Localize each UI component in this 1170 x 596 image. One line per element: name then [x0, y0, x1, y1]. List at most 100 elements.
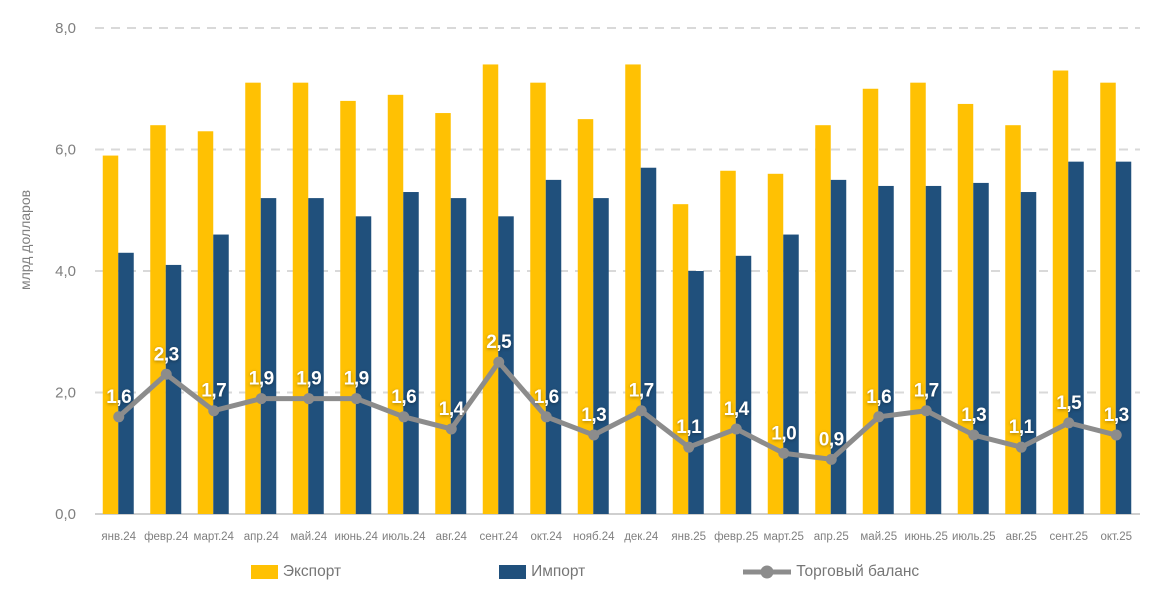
import-bar[interactable]	[735, 255, 752, 514]
export-bar[interactable]	[197, 131, 214, 514]
legend-item-export[interactable]: Экспорт	[250, 563, 341, 581]
x-tick-label: сент.25	[1050, 531, 1088, 543]
import-bar[interactable]	[118, 252, 134, 514]
x-tick-label: апр.25	[814, 531, 849, 543]
export-bar[interactable]	[482, 64, 499, 514]
export-bar[interactable]	[910, 82, 926, 515]
export-bar[interactable]	[340, 100, 356, 515]
export-bar[interactable]	[862, 88, 879, 514]
import-bar[interactable]	[165, 264, 182, 514]
y-tick-label: 6,0	[55, 142, 76, 159]
export-bar[interactable]	[767, 173, 784, 515]
balance-data-label: 1,4	[724, 399, 750, 420]
import-bar[interactable]	[355, 216, 372, 514]
export-bar[interactable]	[577, 119, 594, 514]
import-bar[interactable]	[593, 198, 609, 514]
import-bar[interactable]	[783, 234, 799, 515]
balance-point[interactable]	[778, 447, 790, 459]
chart-legend: Экспорт Импорт Торговый баланс	[0, 552, 1170, 592]
balance-point[interactable]	[588, 429, 600, 441]
balance-point[interactable]	[493, 356, 505, 368]
export-bar[interactable]	[815, 125, 831, 514]
import-bar[interactable]	[545, 179, 562, 514]
import-bar[interactable]	[1068, 161, 1084, 514]
x-tick-label: июнь.25	[905, 531, 948, 543]
import-bar[interactable]	[403, 192, 419, 514]
export-bar[interactable]	[387, 94, 404, 514]
import-bar[interactable]	[450, 198, 467, 514]
balance-data-label: 1,6	[866, 387, 891, 408]
import-bar[interactable]	[830, 179, 847, 514]
y-axis-title: млрд долларов	[17, 190, 33, 290]
x-tick-label: нояб.24	[573, 531, 615, 543]
balance-point[interactable]	[303, 393, 315, 405]
import-bar[interactable]	[878, 185, 894, 514]
balance-point[interactable]	[683, 441, 695, 453]
balance-point[interactable]	[255, 393, 267, 405]
balance-point[interactable]	[445, 423, 457, 435]
import-bar[interactable]	[1020, 192, 1037, 514]
export-bar[interactable]	[150, 125, 166, 514]
balance-point[interactable]	[350, 393, 362, 405]
export-bar[interactable]	[625, 64, 641, 514]
export-bar[interactable]	[245, 82, 261, 515]
import-bar[interactable]	[498, 216, 514, 514]
balance-data-label: 1,6	[391, 387, 416, 408]
balance-point[interactable]	[208, 405, 220, 417]
balance-point[interactable]	[635, 405, 647, 417]
balance-data-label: 1,6	[534, 387, 559, 408]
x-tick-label: окт.25	[1100, 531, 1132, 543]
balance-point[interactable]	[160, 368, 172, 380]
x-tick-label: май.24	[290, 531, 327, 543]
chart-canvas: млрд долларов 1,6 2,3 1,7 1,9 1,9 1,9 1,6 1,4 2,…	[17, 20, 1140, 543]
import-bar[interactable]	[688, 271, 704, 514]
export-bar[interactable]	[1005, 125, 1021, 514]
import-bar[interactable]	[973, 182, 989, 514]
balance-point[interactable]	[113, 411, 125, 423]
y-tick-label: 4,0	[55, 263, 76, 280]
import-bar[interactable]	[308, 198, 324, 514]
balance-point[interactable]	[540, 411, 552, 423]
balance-data-label: 1,9	[344, 369, 369, 390]
balance-data-label: 2,5	[486, 332, 512, 353]
import-bar[interactable]	[213, 234, 229, 515]
balance-line	[116, 359, 1119, 462]
legend-item-import[interactable]: Импорт	[499, 563, 585, 581]
balance-point[interactable]	[968, 429, 980, 441]
import-bar[interactable]	[925, 185, 942, 514]
balance-data-label: 0,9	[819, 429, 844, 450]
export-bar[interactable]	[672, 204, 689, 515]
import-bar[interactable]	[1115, 161, 1132, 514]
balance-data-label: 1,3	[581, 405, 606, 426]
bar-series	[102, 64, 1132, 515]
balance-data-label: 1,7	[201, 381, 226, 402]
export-bar[interactable]	[1100, 82, 1116, 515]
balance-point[interactable]	[920, 405, 932, 417]
export-bar[interactable]	[102, 155, 119, 514]
legend-item-balance[interactable]: Торговый баланс	[743, 563, 919, 581]
y-tick-label: 8,0	[55, 20, 76, 37]
balance-data-label: 1,9	[296, 369, 321, 390]
balance-point[interactable]	[730, 423, 742, 435]
balance-point[interactable]	[873, 411, 885, 423]
x-tick-label: март.25	[764, 531, 804, 543]
export-bar[interactable]	[292, 82, 309, 515]
balance-point[interactable]	[1110, 429, 1122, 441]
export-bar[interactable]	[957, 103, 974, 514]
line-series: 1,6 2,3 1,7 1,9 1,9 1,9 1,6 1,4 2,5 1,6 1,3 1,7 1,1 1…	[106, 332, 1129, 465]
balance-point[interactable]	[825, 453, 837, 465]
balance-point[interactable]	[1015, 441, 1027, 453]
export-bar[interactable]	[435, 113, 451, 515]
export-bar[interactable]	[720, 170, 736, 514]
balance-point[interactable]	[1063, 417, 1075, 429]
export-bar[interactable]	[1052, 70, 1069, 515]
import-bar[interactable]	[260, 198, 277, 514]
import-bar[interactable]	[640, 167, 657, 514]
x-tick-label: февр.24	[144, 531, 189, 543]
export-swatch-icon	[250, 565, 278, 579]
balance-point[interactable]	[398, 411, 410, 423]
export-bar[interactable]	[530, 82, 546, 515]
balance-data-label: 1,4	[439, 399, 465, 420]
x-tick-label: авг.24	[436, 531, 468, 543]
